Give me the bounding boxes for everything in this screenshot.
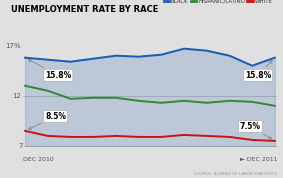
Text: 15.8%: 15.8% — [245, 60, 272, 80]
Text: UNEMPLOYMENT RATE BY RACE: UNEMPLOYMENT RATE BY RACE — [11, 5, 159, 14]
Text: SOURCE: BUREAU OF LABOR STATISTICS: SOURCE: BUREAU OF LABOR STATISTICS — [194, 172, 277, 176]
Text: 8.5%: 8.5% — [29, 112, 66, 129]
Text: ► DEC 2011: ► DEC 2011 — [240, 157, 277, 162]
Text: 7: 7 — [18, 143, 23, 149]
Legend: BLACK, HISPANIC/LATINO, WHITE: BLACK, HISPANIC/LATINO, WHITE — [162, 0, 275, 6]
Text: 7.5%: 7.5% — [240, 122, 272, 139]
Text: 15.8%: 15.8% — [28, 59, 71, 80]
Text: DEC 2010: DEC 2010 — [23, 157, 53, 162]
